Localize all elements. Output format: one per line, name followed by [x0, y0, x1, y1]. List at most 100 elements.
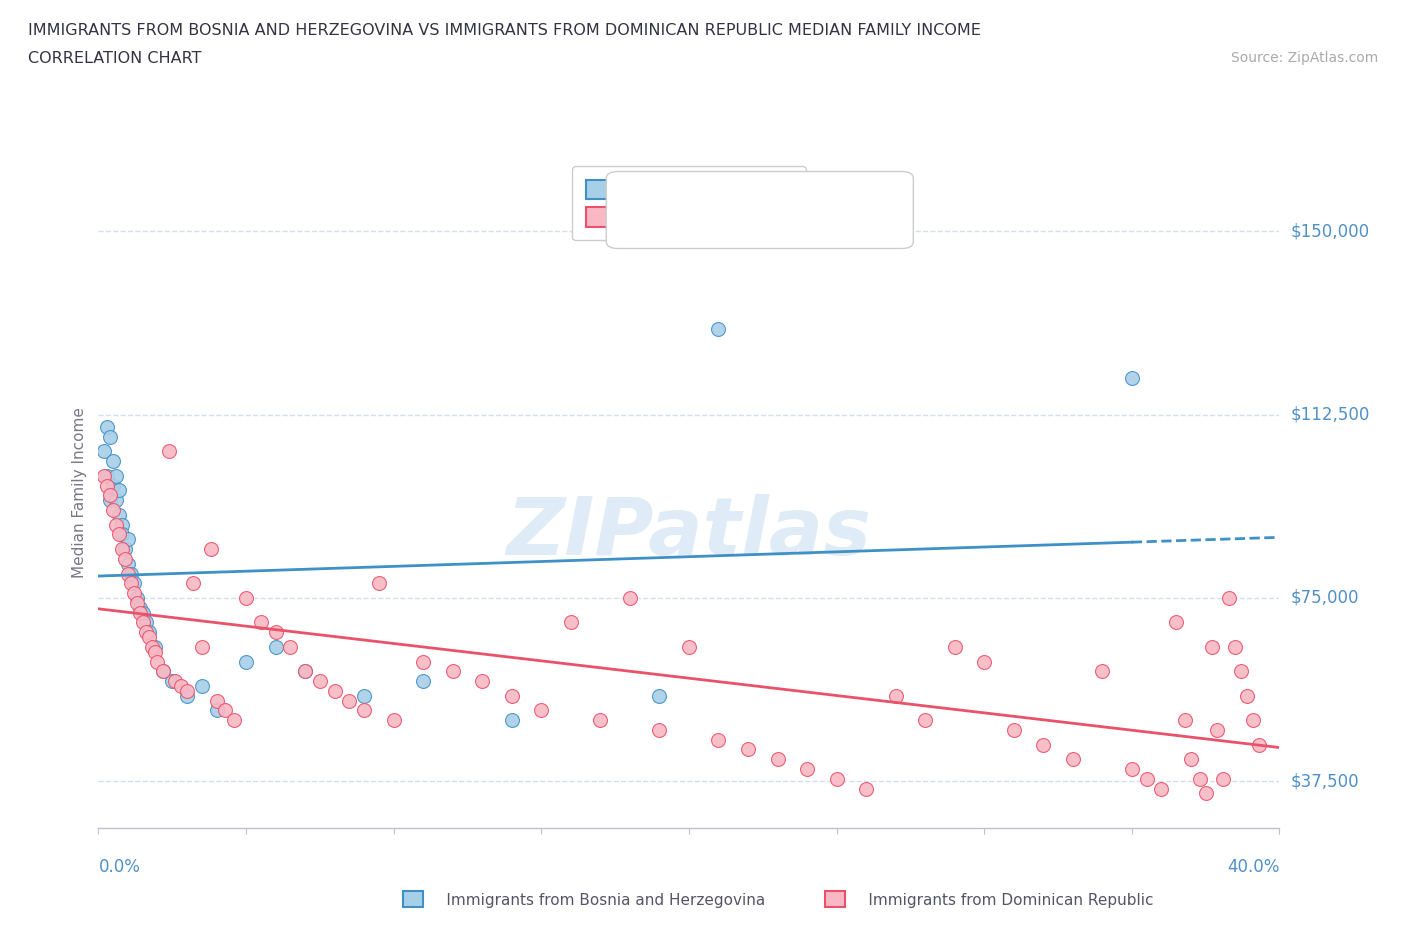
Point [1188, 771, 1211, 786]
Point [93, 469, 115, 484]
Point [264, 625, 287, 640]
Point [200, 541, 222, 556]
Point [103, 502, 125, 517]
Point [205, 693, 228, 708]
FancyBboxPatch shape [606, 171, 914, 248]
Point [264, 640, 287, 655]
Point [152, 664, 174, 679]
Point [1180, 751, 1202, 766]
Text: IMMIGRANTS FROM BOSNIA AND HERZEGOVINA VS IMMIGRANTS FROM DOMINICAN REPUBLIC MED: IMMIGRANTS FROM BOSNIA AND HERZEGOVINA V… [28, 23, 981, 38]
Point [132, 615, 155, 630]
Point [294, 664, 316, 679]
Point [737, 742, 759, 757]
Point [181, 576, 204, 591]
Point [914, 712, 936, 727]
Point [117, 532, 139, 547]
Point [943, 640, 966, 655]
Text: 0.0%: 0.0% [98, 858, 141, 876]
Bar [825, 891, 845, 908]
Point [1062, 751, 1084, 766]
Point [105, 517, 128, 532]
Point [117, 556, 139, 571]
Point [412, 654, 434, 669]
Point [1241, 712, 1264, 727]
Legend: R = -0.233   N = 38, R = -0.615   N = 82: R = -0.233 N = 38, R = -0.615 N = 82 [572, 166, 806, 240]
Point [96, 469, 118, 484]
Point [143, 644, 166, 659]
Point [678, 640, 700, 655]
Point [250, 615, 273, 630]
Point [1135, 771, 1157, 786]
Point [114, 541, 136, 556]
Y-axis label: Median Family Income: Median Family Income [72, 407, 87, 578]
Point [353, 703, 375, 718]
Point [103, 478, 125, 493]
Point [162, 673, 183, 688]
Point [128, 601, 150, 616]
Point [105, 493, 128, 508]
Point [707, 732, 730, 747]
Point [146, 654, 169, 669]
Point [309, 673, 332, 688]
Point [855, 781, 877, 796]
Point [501, 688, 523, 703]
Point [122, 586, 145, 601]
Bar [404, 891, 423, 908]
Point [120, 576, 142, 591]
Point [111, 541, 134, 556]
Point [93, 444, 115, 458]
Point [98, 430, 121, 445]
Point [1201, 640, 1223, 655]
Point [96, 478, 118, 493]
Point [191, 679, 214, 694]
Point [707, 322, 730, 337]
Point [471, 673, 494, 688]
Point [337, 693, 360, 708]
Point [1150, 781, 1173, 796]
Point [501, 712, 523, 727]
Point [111, 517, 134, 532]
Text: Source: ZipAtlas.com: Source: ZipAtlas.com [1230, 51, 1378, 65]
Text: CORRELATION CHART: CORRELATION CHART [28, 51, 201, 66]
Point [135, 625, 157, 640]
Point [135, 615, 157, 630]
Point [973, 654, 995, 669]
Point [138, 630, 160, 644]
Point [165, 673, 187, 688]
Point [1218, 591, 1240, 605]
Point [412, 673, 434, 688]
Point [648, 688, 671, 703]
Point [1206, 723, 1229, 737]
Text: $75,000: $75,000 [1291, 589, 1360, 607]
Point [619, 591, 641, 605]
Point [125, 591, 148, 605]
Point [143, 640, 166, 655]
Point [128, 605, 150, 620]
Point [176, 688, 198, 703]
Point [96, 419, 118, 434]
Point [1236, 688, 1258, 703]
Point [530, 703, 553, 718]
Text: $150,000: $150,000 [1291, 222, 1369, 241]
Text: $37,500: $37,500 [1291, 772, 1360, 790]
Point [157, 444, 180, 458]
Point [323, 684, 346, 698]
Point [1121, 762, 1143, 777]
Text: $112,500: $112,500 [1291, 405, 1369, 424]
Point [105, 469, 128, 484]
Point [117, 566, 139, 581]
Point [1164, 615, 1187, 630]
Point [235, 654, 257, 669]
Point [648, 723, 671, 737]
Point [191, 640, 214, 655]
Text: Immigrants from Bosnia and Herzegovina: Immigrants from Bosnia and Herzegovina [422, 893, 765, 908]
Point [98, 488, 121, 503]
Point [441, 664, 464, 679]
Point [108, 483, 131, 498]
Point [170, 679, 193, 694]
Point [235, 591, 257, 605]
Point [111, 527, 134, 542]
Text: Immigrants from Dominican Republic: Immigrants from Dominican Republic [844, 893, 1153, 908]
Point [353, 688, 375, 703]
Point [98, 493, 121, 508]
